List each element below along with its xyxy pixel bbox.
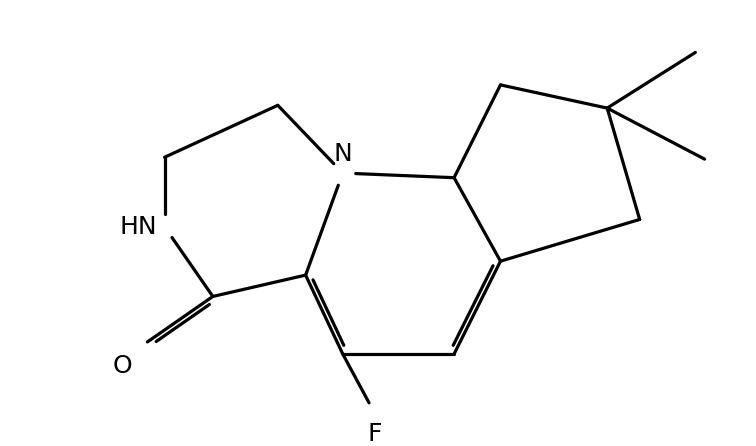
Text: F: F <box>368 422 383 446</box>
Text: O: O <box>113 354 132 378</box>
Text: N: N <box>333 142 352 165</box>
Text: HN: HN <box>119 215 157 239</box>
